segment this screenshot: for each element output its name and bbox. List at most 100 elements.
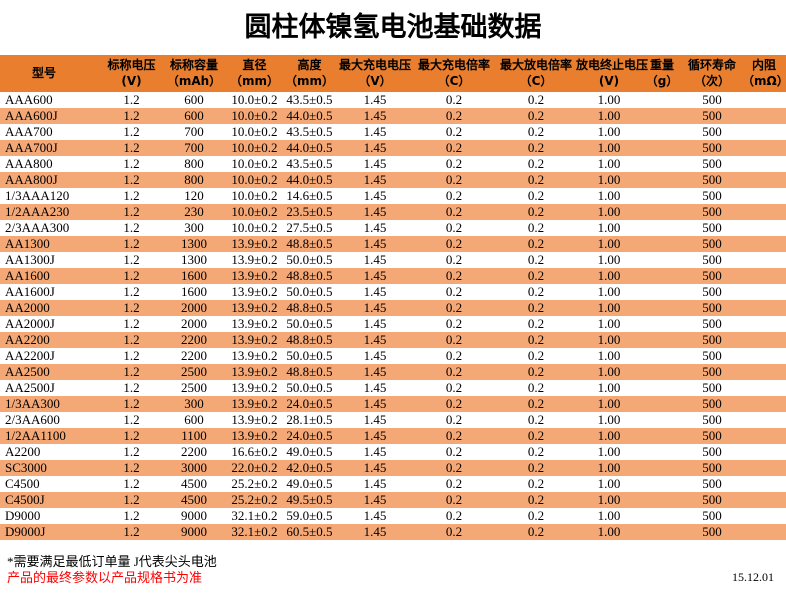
- cell-model: AAA700J: [0, 140, 103, 156]
- cell-nominal_capacity: 2000: [160, 300, 228, 316]
- cell-diameter: 13.9±0.2: [231, 380, 278, 395]
- cell-cycle_life: 500: [702, 92, 722, 107]
- table-row: SC3000 1.2 3000 22.0±0.2 42.0±0.5 1.45 0.2 0.2 1…: [0, 460, 786, 476]
- cell-max_charge_rate: 0.2: [445, 188, 463, 203]
- cell-nominal_capacity: 800: [160, 172, 228, 188]
- cell-height: 50.0±0.5: [286, 252, 333, 267]
- cell-max_charge_voltage: 1.45: [338, 492, 412, 508]
- cell-discharge_cutoff_voltage: 1.00: [597, 380, 621, 395]
- cell-cycle_life: 500: [702, 220, 722, 235]
- cell-max_charge_voltage: 1.45: [363, 476, 387, 491]
- cell-model: AA2500: [0, 364, 103, 380]
- cell-max_charge_voltage: 1.45: [363, 284, 387, 299]
- table-row: 1/2AA1100 1.2 1100 13.9±0.2 24.0±0.5 1.45 0.2 0…: [0, 428, 786, 444]
- cell-internal_resistance: [742, 268, 786, 284]
- cell-model: C4500J: [0, 492, 103, 508]
- cell-max_charge_voltage: 1.45: [338, 268, 412, 284]
- cell-diameter: 10.0±0.2: [231, 92, 278, 107]
- cell-max_charge_rate: 0.2: [445, 252, 463, 267]
- cell-internal_resistance: [742, 444, 786, 460]
- cell-max_discharge_rate: 0.2: [496, 396, 576, 412]
- cell-max_charge_rate: 0.2: [412, 300, 496, 316]
- cell-max_charge_rate: 0.2: [445, 508, 463, 523]
- cell-height: 24.0±0.5: [281, 428, 338, 444]
- cell-height: 49.0±0.5: [286, 444, 333, 459]
- cell-max_discharge_rate: 0.2: [527, 508, 545, 523]
- cell-model: AA1600J: [5, 284, 55, 299]
- cell-cycle_life: 500: [702, 508, 722, 523]
- cell-internal_resistance: [742, 204, 786, 220]
- cell-max_discharge_rate: 0.2: [527, 284, 545, 299]
- table-body: AAA600 1.2 600 10.0±0.2 43.5±0.5 1.45 0.2 0.2 1.…: [0, 92, 786, 540]
- cell-nominal_voltage: 1.2: [123, 124, 140, 139]
- cell-weight: [642, 284, 682, 300]
- cell-max_charge_rate: 0.2: [412, 268, 496, 284]
- cell-height: 48.8±0.5: [281, 364, 338, 380]
- cell-diameter: 22.0±0.2: [228, 460, 281, 476]
- cell-discharge_cutoff_voltage: 1.00: [576, 332, 642, 348]
- cell-height: 60.5±0.5: [281, 524, 338, 540]
- cell-internal_resistance: [742, 364, 786, 380]
- cell-discharge_cutoff_voltage: 1.00: [597, 316, 621, 331]
- cell-height: 49.5±0.5: [281, 492, 338, 508]
- cell-discharge_cutoff_voltage: 1.00: [576, 492, 642, 508]
- cell-diameter: 13.9±0.2: [231, 284, 278, 299]
- cell-discharge_cutoff_voltage: 1.00: [597, 476, 621, 491]
- cell-max_discharge_rate: 0.2: [496, 172, 576, 188]
- cell-nominal_voltage: 1.2: [103, 300, 160, 316]
- table-row: D9000J 1.2 9000 32.1±0.2 60.5±0.5 1.45 0.2 0.2 1…: [0, 524, 786, 540]
- cell-internal_resistance: [742, 92, 786, 108]
- cell-diameter: 13.9±0.2: [228, 428, 281, 444]
- cell-nominal_capacity: 9000: [181, 508, 207, 523]
- cell-max_charge_voltage: 1.45: [338, 364, 412, 380]
- cell-max_charge_voltage: 1.45: [338, 460, 412, 476]
- cell-max_discharge_rate: 0.2: [527, 380, 545, 395]
- cell-weight: [642, 92, 682, 108]
- cell-model: AA1600: [0, 268, 103, 284]
- table-row: A2200 1.2 2200 16.6±0.2 49.0±0.5 1.45 0.2 0.2 1.…: [0, 444, 786, 460]
- cell-max_charge_voltage: 1.45: [363, 92, 387, 107]
- cell-max_charge_rate: 0.2: [445, 444, 463, 459]
- cell-max_charge_voltage: 1.45: [363, 380, 387, 395]
- cell-max_charge_voltage: 1.45: [363, 316, 387, 331]
- cell-height: 44.0±0.5: [281, 140, 338, 156]
- cell-diameter: 32.1±0.2: [228, 524, 281, 540]
- column-header-cycle_life: 循环寿命 （次）: [682, 55, 742, 92]
- cell-max_charge_rate: 0.2: [445, 124, 463, 139]
- cell-max_discharge_rate: 0.2: [527, 252, 545, 267]
- cell-nominal_voltage: 1.2: [123, 284, 140, 299]
- cell-max_charge_rate: 0.2: [412, 428, 496, 444]
- cell-max_charge_rate: 0.2: [445, 348, 463, 363]
- cell-max_charge_rate: 0.2: [412, 332, 496, 348]
- cell-max_discharge_rate: 0.2: [527, 220, 545, 235]
- table-row: 1/3AA300 1.2 300 13.9±0.2 24.0±0.5 1.45 0.2 0.2…: [0, 396, 786, 412]
- cell-nominal_capacity: 1100: [160, 428, 228, 444]
- cell-nominal_voltage: 1.2: [123, 444, 140, 459]
- footnote-order-note: *需要满足最低订单量 J代表尖头电池: [7, 554, 217, 569]
- column-header-model: 型号: [0, 55, 103, 92]
- table-row: AAA700 1.2 700 10.0±0.2 43.5±0.5 1.45 0.2 0.2 1.…: [0, 124, 786, 140]
- cell-model: AAA600: [5, 92, 53, 107]
- cell-nominal_voltage: 1.2: [123, 92, 140, 107]
- cell-cycle_life: 500: [682, 268, 742, 284]
- cell-nominal_capacity: 1600: [160, 268, 228, 284]
- cell-nominal_voltage: 1.2: [123, 252, 140, 267]
- cell-max_charge_voltage: 1.45: [338, 428, 412, 444]
- cell-internal_resistance: [742, 396, 786, 412]
- battery-data-table: 型号 标称电压 (V) 标称容量 （mAh） 直径 （mm） 高度 （mm） 最大充电电压 （V）最…: [0, 55, 786, 540]
- cell-internal_resistance: [742, 124, 786, 140]
- cell-cycle_life: 500: [702, 380, 722, 395]
- cell-weight: [642, 476, 682, 492]
- cell-nominal_capacity: 2200: [181, 444, 207, 459]
- cell-cycle_life: 500: [682, 428, 742, 444]
- cell-max_charge_voltage: 1.45: [363, 348, 387, 363]
- cell-model: 1/2AA1100: [0, 428, 103, 444]
- cell-discharge_cutoff_voltage: 1.00: [576, 108, 642, 124]
- cell-internal_resistance: [742, 332, 786, 348]
- cell-diameter: 10.0±0.2: [231, 220, 278, 235]
- cell-height: 23.5±0.5: [281, 204, 338, 220]
- cell-internal_resistance: [742, 236, 786, 252]
- footnote-spec-note: 产品的最终参数以产品规格书为准: [7, 570, 203, 585]
- cell-height: 27.5±0.5: [286, 220, 333, 235]
- cell-diameter: 13.9±0.2: [228, 268, 281, 284]
